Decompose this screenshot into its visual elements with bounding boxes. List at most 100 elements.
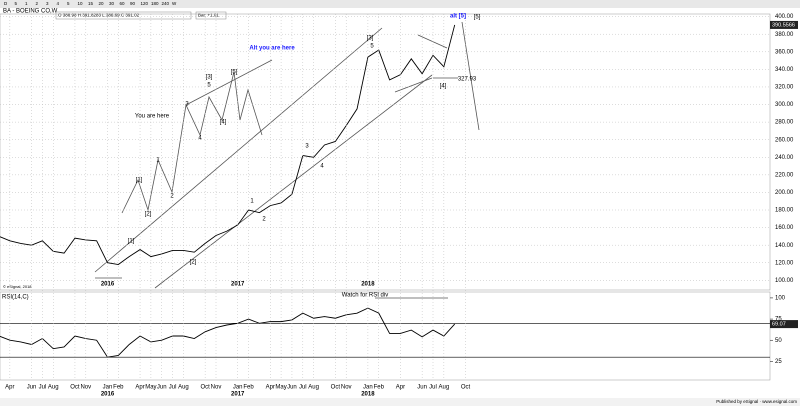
x-tick-label: Aug bbox=[308, 385, 319, 391]
x-tick-label: Aug bbox=[48, 385, 59, 391]
y-tick-label: 180.00 bbox=[775, 208, 794, 214]
x-tick-label: Aug bbox=[178, 385, 189, 391]
y-tick-label: 100.00 bbox=[775, 278, 794, 284]
annotation: 5 bbox=[207, 83, 211, 89]
annotation: 2 bbox=[170, 194, 174, 200]
x-tick-label: Apr bbox=[5, 385, 14, 391]
y-tick-label: 380.00 bbox=[775, 32, 794, 38]
toolbar-button: 3 bbox=[46, 1, 49, 6]
y-tick-label: 100 bbox=[775, 296, 786, 302]
x-tick-label: Jul bbox=[299, 385, 307, 391]
y-tick-label: 400.00 bbox=[775, 14, 794, 20]
x-tick-label: Nov bbox=[80, 385, 91, 391]
alt-trend bbox=[185, 59, 273, 106]
annotation: [2] bbox=[190, 260, 197, 266]
x-tick-label: Jul bbox=[429, 385, 437, 391]
year-label: 2016 bbox=[101, 392, 115, 398]
annotation: 1 bbox=[156, 158, 160, 164]
toolbar-button: 30 bbox=[109, 1, 115, 6]
last-value-box bbox=[770, 20, 798, 29]
x-tick-label: Jun bbox=[157, 385, 167, 391]
quote-box bbox=[55, 11, 192, 20]
annotation: You are here bbox=[135, 114, 170, 120]
annotation: [3] bbox=[206, 75, 213, 81]
toolbar-button: 4 bbox=[57, 1, 60, 6]
annotation: Alt you are here bbox=[249, 46, 295, 52]
y-tick-label: 360.00 bbox=[775, 49, 794, 55]
toolbar-button: W bbox=[172, 1, 177, 6]
x-tick-label: May bbox=[145, 385, 156, 391]
x-tick-label: Feb bbox=[243, 385, 254, 391]
x-tick-label: Jul bbox=[169, 385, 177, 391]
toolbar-button: 90 bbox=[130, 1, 136, 6]
x-tick-label: Oct bbox=[461, 385, 471, 391]
toolbar-button: 15 bbox=[88, 1, 94, 6]
annotation: 5 bbox=[370, 44, 374, 50]
x-tick-label: May bbox=[275, 385, 286, 391]
last-value-box bbox=[770, 320, 798, 329]
toolbar-button: 120 bbox=[141, 1, 149, 6]
annotation: [4] bbox=[440, 84, 447, 90]
last-value-label: 390.5566 bbox=[772, 22, 795, 28]
x-tick-label: Jan bbox=[233, 385, 243, 391]
annotation: [4] bbox=[220, 120, 227, 126]
y-tick-label: 200.00 bbox=[775, 190, 794, 196]
x-tick-label: Apr bbox=[135, 385, 144, 391]
y-tick-label: 160.00 bbox=[775, 225, 794, 231]
x-tick-label: Jul bbox=[39, 385, 47, 391]
annotation: [3] bbox=[367, 36, 374, 42]
triangle-top bbox=[417, 34, 448, 49]
y-tick-label: 75 bbox=[775, 317, 782, 323]
rsi-title: RSI(14,C) bbox=[2, 295, 29, 301]
annotation: [1] bbox=[136, 178, 143, 184]
annotation: [5] bbox=[231, 70, 238, 76]
annotation: 4 bbox=[198, 136, 202, 142]
x-tick-label: Jun bbox=[27, 385, 37, 391]
x-tick-label: Oct bbox=[200, 385, 210, 391]
x-tick-label: Jan bbox=[103, 385, 113, 391]
y-tick-label: 140.00 bbox=[775, 243, 794, 249]
channel-lower bbox=[154, 74, 433, 289]
y-tick-label: 340.00 bbox=[775, 67, 794, 73]
annotation: 4 bbox=[320, 164, 324, 170]
y-tick-label: 320.00 bbox=[775, 85, 794, 91]
last-value-label: 69.07 bbox=[772, 322, 786, 328]
x-tick-label: Feb bbox=[374, 385, 385, 391]
annotation: 3 bbox=[185, 102, 189, 108]
x-tick-label: Jun bbox=[417, 385, 427, 391]
x-tick-label: Nov bbox=[341, 385, 352, 391]
y-tick-label: 240.00 bbox=[775, 155, 794, 161]
copyright: © eSignal, 2018 bbox=[3, 284, 32, 289]
y-tick-label: 50 bbox=[775, 338, 782, 344]
toolbar-button: 5 bbox=[15, 1, 18, 6]
y-tick-label: 120.00 bbox=[775, 260, 794, 266]
y-tick-label: 280.00 bbox=[775, 120, 794, 126]
rsi-panel bbox=[0, 291, 771, 381]
channel-upper bbox=[94, 27, 383, 273]
projection-down bbox=[461, 21, 480, 131]
toolbar-button: 20 bbox=[99, 1, 105, 6]
toolbar-button: 1 bbox=[25, 1, 28, 6]
toolbar-button: 240 bbox=[162, 1, 170, 6]
triangle-bottom bbox=[394, 77, 433, 93]
toolbar-button: 5 bbox=[67, 1, 70, 6]
year-label: 2016 bbox=[101, 282, 115, 288]
change-box bbox=[195, 11, 227, 20]
year-label: 2018 bbox=[361, 282, 375, 288]
annotation: [2] bbox=[145, 212, 152, 218]
price-panel bbox=[0, 13, 771, 291]
quote: O 388.98 H 391.8283 L 386.69 C 391.02 bbox=[58, 13, 140, 18]
annotation: alt [5] bbox=[450, 14, 466, 20]
toolbar-button: D bbox=[4, 1, 8, 6]
year-label: 2017 bbox=[231, 282, 245, 288]
toolbar bbox=[0, 0, 800, 8]
toolbar-button: 2 bbox=[36, 1, 39, 6]
y-tick-label: 220.00 bbox=[775, 172, 794, 178]
y-tick-label: 260.00 bbox=[775, 137, 794, 143]
toolbar-button: 180 bbox=[151, 1, 159, 6]
x-tick-label: Jan bbox=[363, 385, 373, 391]
annotation: Watch for RSI div bbox=[342, 293, 388, 299]
x-tick-label: Feb bbox=[113, 385, 124, 391]
